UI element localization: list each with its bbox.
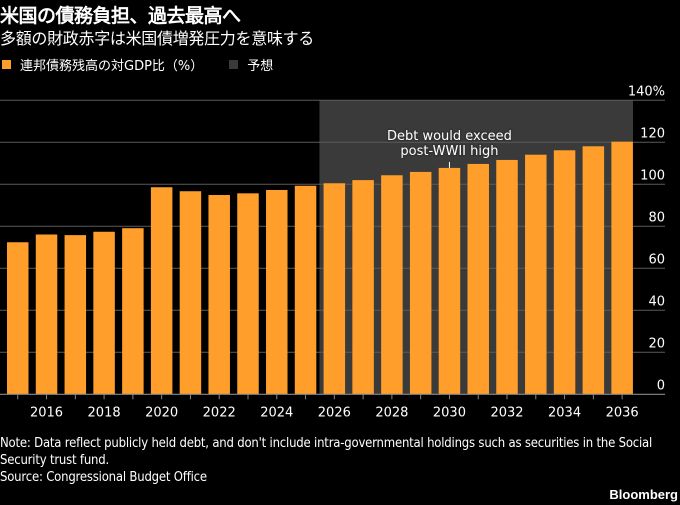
y-tick-label: 100 xyxy=(640,168,665,183)
legend-swatch-forecast xyxy=(229,60,239,69)
x-tick-label: 2016 xyxy=(30,405,63,420)
legend-item-debt: 連邦債務残高の対GDP比（%） xyxy=(2,55,203,74)
bar-2033 xyxy=(525,154,547,395)
legend-label-forecast: 予想 xyxy=(247,59,274,74)
bar-2029 xyxy=(409,171,432,395)
legend-swatch-debt xyxy=(2,60,11,69)
bar-2022 xyxy=(208,195,230,395)
source-text: Source: Congressional Budget Office xyxy=(0,470,207,485)
y-tick-label: 120 xyxy=(640,126,665,141)
x-tick-label: 2028 xyxy=(375,405,408,420)
bar-2030 xyxy=(438,167,461,395)
bar-2032 xyxy=(496,159,518,395)
x-tick-label: 2034 xyxy=(548,405,581,420)
legend: 連邦債務残高の対GDP比（%） 予想 xyxy=(2,55,299,74)
note-text: Note: Data reflect publicly held debt, a… xyxy=(0,436,653,468)
bar-2016 xyxy=(35,234,58,395)
bar-2034 xyxy=(553,150,576,395)
bar-chart: 0 20 40 60 80 100 120 140% 2016 2018 2020 2022 2024 2… xyxy=(0,84,665,420)
annotation-text: Debt would exceed xyxy=(387,129,512,144)
footnote: Note: Data reflect publicly held debt, a… xyxy=(0,435,680,486)
legend-label-debt: 連邦債務残高の対GDP比（%） xyxy=(20,59,204,74)
y-tick-label: 80 xyxy=(648,210,665,225)
bar-2017 xyxy=(64,235,87,395)
bar-2027 xyxy=(352,180,374,395)
bar-2035 xyxy=(582,146,605,395)
x-tick-label: 2026 xyxy=(318,405,351,420)
bar-2020 xyxy=(150,187,173,395)
bar-2025 xyxy=(294,185,317,395)
x-tick-label: 2030 xyxy=(433,405,466,420)
chart-subtitle: 多額の財政赤字は米国債増発圧力を意味する xyxy=(0,29,315,48)
bar-2026 xyxy=(323,183,346,395)
bloomberg-logo: Bloomberg xyxy=(609,487,678,502)
bar-2031 xyxy=(467,163,489,395)
x-tick-label: 2020 xyxy=(145,405,178,420)
x-tick-label: 2022 xyxy=(203,405,236,420)
bar-2036 xyxy=(611,141,633,395)
bar-2023 xyxy=(237,193,259,395)
y-tick-label: 60 xyxy=(648,252,665,267)
legend-item-forecast: 予想 xyxy=(229,55,273,74)
y-tick-label: 140% xyxy=(628,84,665,99)
x-tick-label: 2024 xyxy=(260,405,293,420)
annotation-text: post-WWII high xyxy=(400,144,498,159)
chart-title: 米国の債務負担、過去最高へ xyxy=(0,5,241,27)
x-tick-label: 2032 xyxy=(490,405,523,420)
x-tick-label: 2036 xyxy=(606,405,639,420)
y-tick-label: 0 xyxy=(657,378,665,393)
bar-2024 xyxy=(266,189,288,395)
bar-2019 xyxy=(122,228,144,395)
bar-2021 xyxy=(179,191,202,395)
bar-2015 xyxy=(7,242,29,395)
bar-2018 xyxy=(93,231,115,395)
y-tick-label: 20 xyxy=(648,336,665,351)
bar-2028 xyxy=(381,175,403,395)
x-tick-label: 2018 xyxy=(88,405,121,420)
y-tick-label: 40 xyxy=(648,294,665,309)
